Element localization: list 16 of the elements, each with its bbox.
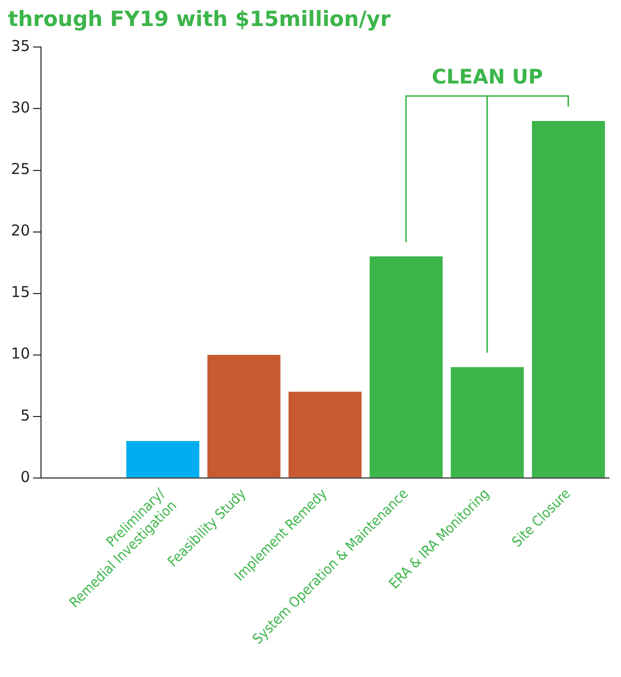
- y-tick-label: 35: [10, 37, 30, 56]
- bar: [207, 354, 280, 478]
- bar: [370, 256, 443, 478]
- bar: [532, 121, 605, 478]
- chart-title: through FY19 with $15million/yr: [8, 7, 392, 32]
- y-tick-label: 25: [10, 160, 30, 178]
- y-tick-label: 20: [10, 222, 30, 240]
- bar: [126, 441, 200, 478]
- y-tick-label: 0: [20, 468, 30, 486]
- y-tick-label: 5: [20, 406, 30, 424]
- y-tick-label: 10: [10, 344, 30, 363]
- bar: [288, 392, 362, 478]
- y-tick-label: 30: [10, 98, 30, 117]
- y-tick-label: 15: [10, 283, 30, 302]
- bar: [450, 367, 524, 478]
- annotation: CLEAN UP: [432, 64, 543, 89]
